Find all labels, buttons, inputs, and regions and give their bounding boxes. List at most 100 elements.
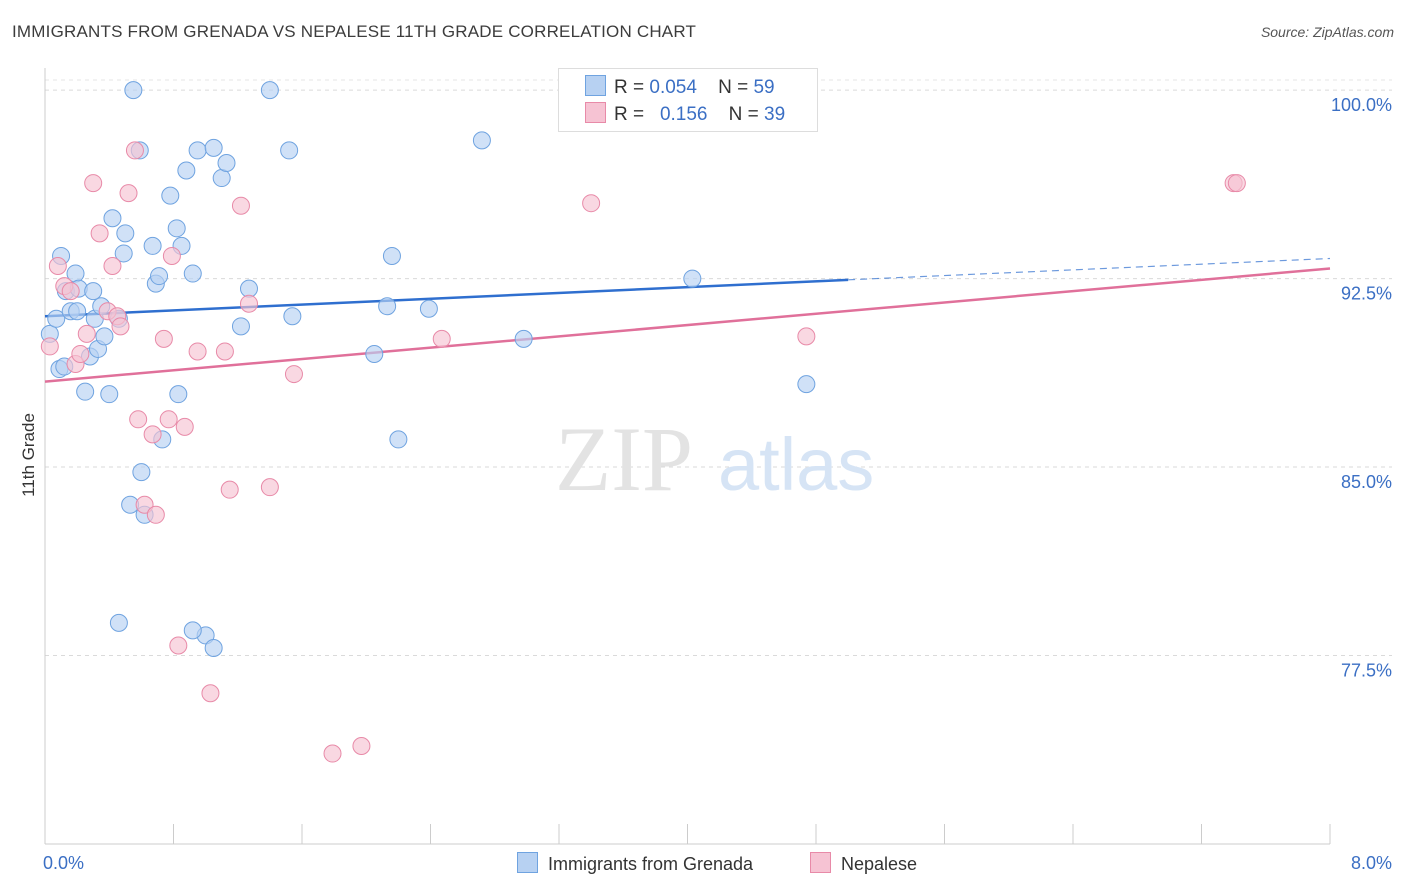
grenada-point bbox=[280, 141, 299, 160]
grenada-point bbox=[183, 621, 202, 640]
y-tick-label: 85.0% bbox=[1341, 472, 1392, 492]
nepalese-point bbox=[582, 194, 601, 213]
bottom-legend-label: Immigrants from Grenada bbox=[548, 854, 754, 874]
bottom-legend-nepalese: Nepalese bbox=[810, 852, 917, 875]
grenada-point bbox=[283, 307, 302, 326]
y-axis-label: 11th Grade bbox=[19, 413, 38, 497]
nepalese-point bbox=[201, 684, 220, 703]
nepalese-point bbox=[48, 257, 67, 276]
x-tick-label: 0.0% bbox=[43, 853, 84, 873]
nepalese-point bbox=[103, 257, 122, 276]
nepalese-point bbox=[61, 282, 80, 301]
grenada-point bbox=[472, 131, 491, 150]
grenada-point bbox=[365, 344, 384, 363]
grenada-point bbox=[109, 613, 128, 632]
correlation-legend: R = 0.054 N = 59 R = 0.156 N = 39 bbox=[558, 68, 818, 132]
grenada-point bbox=[382, 246, 401, 265]
nepalese-point bbox=[352, 736, 371, 755]
grenada-point bbox=[68, 302, 87, 321]
grenada-point bbox=[132, 463, 151, 482]
nepalese-point bbox=[90, 224, 109, 243]
grenada-point bbox=[260, 81, 279, 100]
nepalese-point bbox=[239, 294, 258, 313]
legend-n-value: 39 bbox=[764, 104, 786, 125]
legend-n-label: N = bbox=[718, 77, 749, 98]
nepalese-point bbox=[125, 141, 144, 160]
nepalese-point bbox=[169, 636, 188, 655]
grenada-point bbox=[103, 209, 122, 228]
grenada-point bbox=[177, 161, 196, 180]
nepalese-point bbox=[162, 246, 181, 265]
nepalese-point bbox=[159, 410, 178, 429]
y-tick-label: 77.5% bbox=[1341, 661, 1392, 681]
legend-r-label: R = bbox=[614, 104, 645, 125]
grenada-point bbox=[378, 297, 397, 316]
watermark-zip: ZIP bbox=[555, 408, 693, 510]
nepalese-point bbox=[1227, 174, 1246, 193]
gridlines bbox=[45, 79, 1392, 657]
nepalese-point bbox=[143, 425, 162, 444]
grenada-point bbox=[239, 279, 258, 298]
legend-r-value: 0.156 bbox=[659, 104, 708, 125]
nepalese-point bbox=[284, 365, 303, 384]
grenada-point bbox=[76, 382, 95, 401]
nepalese-point bbox=[119, 184, 138, 203]
grenada-point bbox=[231, 317, 250, 336]
nepalese-point bbox=[215, 342, 234, 361]
legend-r-value: 0.054 bbox=[649, 77, 697, 98]
nepalese-point bbox=[40, 337, 59, 356]
grenada-point bbox=[124, 81, 143, 100]
x-tick-label: 8.0% bbox=[1351, 853, 1392, 873]
y-tick-label: 100.0% bbox=[1331, 95, 1392, 115]
trend-line bbox=[44, 267, 1331, 383]
grenada-point bbox=[188, 141, 207, 160]
nepalese-point bbox=[188, 342, 207, 361]
legend-row-grenada: R = 0.054 N = 59 bbox=[585, 75, 775, 101]
grenada-point bbox=[169, 385, 188, 404]
nepalese-point bbox=[220, 480, 239, 499]
nepalese-point bbox=[175, 417, 194, 436]
nepalese-point bbox=[71, 344, 90, 363]
legend-n-label: N = bbox=[728, 104, 759, 125]
grenada-point bbox=[183, 264, 202, 283]
chart-title: IMMIGRANTS FROM GRENADA VS NEPALESE 11TH… bbox=[12, 22, 697, 41]
legend-swatch-pink bbox=[585, 102, 606, 123]
legend-row-nepalese: R = 0.156 N = 39 bbox=[585, 102, 785, 128]
nepalese-point bbox=[323, 744, 342, 763]
grenada-point bbox=[95, 327, 114, 346]
grenada-point bbox=[161, 186, 180, 205]
nepalese-point bbox=[260, 478, 279, 497]
grenada-point bbox=[389, 430, 408, 449]
data-points bbox=[40, 81, 1246, 763]
trend-lines bbox=[44, 257, 1331, 383]
nepalese-point bbox=[84, 174, 103, 193]
nepalese-point bbox=[146, 505, 165, 524]
grenada-point bbox=[217, 153, 236, 172]
grenada-point bbox=[167, 219, 186, 238]
nepalese-point bbox=[154, 329, 173, 348]
nepalese-point bbox=[111, 317, 130, 336]
bottom-legend-label: Nepalese bbox=[841, 854, 918, 874]
grenada-point bbox=[150, 267, 169, 286]
bottom-legend-grenada: Immigrants from Grenada bbox=[517, 852, 753, 875]
legend-r-label: R = bbox=[614, 77, 645, 98]
y-tick-label: 92.5% bbox=[1341, 284, 1392, 304]
axes bbox=[44, 68, 1331, 845]
nepalese-point bbox=[129, 410, 148, 429]
grenada-point bbox=[114, 244, 133, 263]
nepalese-point bbox=[77, 324, 96, 343]
nepalese-point bbox=[797, 327, 816, 346]
legend-swatch-blue bbox=[585, 75, 606, 96]
grenada-point bbox=[143, 236, 162, 255]
grenada-point bbox=[116, 224, 135, 243]
trend-line-extension bbox=[848, 257, 1331, 281]
source-credit: Source: ZipAtlas.com bbox=[1260, 24, 1394, 40]
grenada-point bbox=[683, 269, 702, 288]
nepalese-point bbox=[231, 196, 250, 215]
grenada-point bbox=[797, 375, 816, 394]
bottom-legend-swatch-blue bbox=[517, 852, 538, 873]
grenada-point bbox=[100, 385, 119, 404]
tick-labels: 100.0% 92.5% 85.0% 77.5% 0.0% 8.0% bbox=[43, 95, 1392, 873]
grenada-point bbox=[204, 638, 223, 657]
